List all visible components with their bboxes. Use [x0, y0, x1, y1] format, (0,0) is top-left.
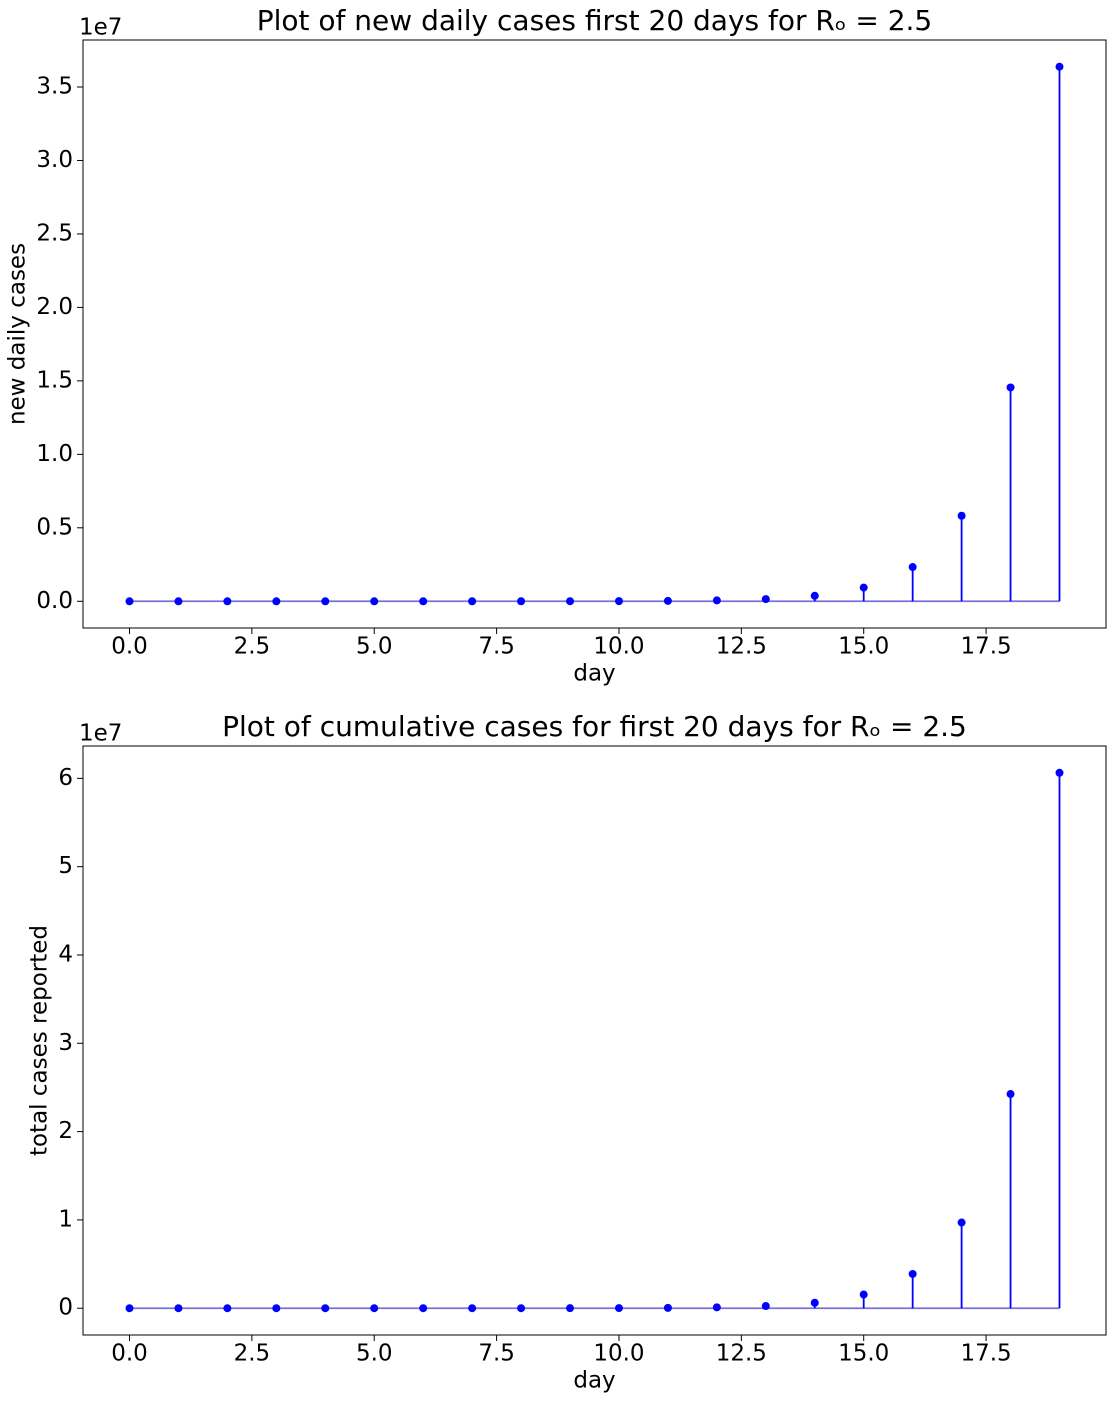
stem-marker	[370, 597, 379, 606]
stem-marker	[908, 563, 917, 572]
y-tick-label: 0.0	[36, 588, 73, 614]
stem-marker	[1055, 62, 1064, 71]
y-tick-label: 0	[58, 1295, 73, 1321]
stem-marker	[174, 1304, 183, 1313]
stem-marker	[468, 597, 477, 606]
x-tick-label: 5.0	[356, 1341, 393, 1367]
y-offset-label: 1e7	[79, 15, 122, 41]
stem-marker	[566, 1304, 575, 1313]
x-axis-label: day	[573, 661, 615, 687]
stem-marker	[810, 591, 819, 600]
x-tick-label: 17.5	[960, 634, 1011, 660]
x-tick-label: 17.5	[960, 1341, 1011, 1367]
stem-marker	[614, 597, 623, 606]
stem-marker	[125, 597, 134, 606]
stem-marker	[712, 596, 721, 605]
stem-marker	[517, 1304, 526, 1313]
stem-marker	[614, 1304, 623, 1313]
stem-marker	[663, 596, 672, 605]
stem-marker	[810, 1298, 819, 1307]
stem-marker	[761, 1302, 770, 1311]
x-tick-label: 10.0	[593, 1341, 644, 1367]
x-tick-label: 12.5	[716, 1341, 767, 1367]
y-tick-label: 0.5	[36, 514, 73, 540]
y-tick-label: 1.0	[36, 441, 73, 467]
y-tick-label: 4	[58, 941, 73, 967]
y-axis-label: new daily cases	[5, 243, 31, 425]
stem-marker	[663, 1303, 672, 1312]
y-tick-label: 3	[58, 1030, 73, 1056]
stem-marker	[761, 595, 770, 604]
y-tick-label: 5	[58, 853, 73, 879]
stem-marker	[370, 1304, 379, 1313]
y-tick-label: 6	[58, 765, 73, 791]
y-tick-label: 2	[58, 1118, 73, 1144]
x-tick-label: 2.5	[234, 634, 271, 660]
stem-marker	[908, 1269, 917, 1278]
y-tick-label: 2.5	[36, 220, 73, 246]
stem-marker	[419, 597, 428, 606]
y-offset-label: 1e7	[79, 721, 122, 747]
x-tick-label: 7.5	[478, 1341, 515, 1367]
stem-marker	[321, 597, 330, 606]
axes-frame	[82, 745, 1107, 1336]
stem-marker	[468, 1304, 477, 1313]
stem-marker	[566, 597, 575, 606]
x-tick-label: 15.0	[838, 1341, 889, 1367]
stem-marker	[125, 1304, 134, 1313]
y-tick-label: 1	[58, 1206, 73, 1232]
stem-marker	[223, 597, 232, 606]
stem-marker	[859, 1290, 868, 1299]
stem-marker	[957, 1218, 966, 1227]
stem-marker	[712, 1303, 721, 1312]
stem-marker	[223, 1304, 232, 1313]
stem-marker	[419, 1304, 428, 1313]
stem-marker	[1006, 1090, 1015, 1099]
stem-marker	[174, 597, 183, 606]
axes-frame	[82, 39, 1107, 629]
x-tick-label: 0.0	[111, 634, 148, 660]
y-tick-label: 1.5	[36, 367, 73, 393]
x-axis-label: day	[573, 1368, 615, 1394]
y-tick-label: 2.0	[36, 294, 73, 320]
x-tick-label: 12.5	[716, 634, 767, 660]
x-tick-label: 7.5	[478, 634, 515, 660]
stem-marker	[1006, 383, 1015, 392]
x-tick-label: 2.5	[234, 1341, 271, 1367]
x-tick-label: 5.0	[356, 634, 393, 660]
x-tick-label: 15.0	[838, 634, 889, 660]
x-tick-label: 10.0	[593, 634, 644, 660]
chart-title: Plot of cumulative cases for first 20 da…	[222, 710, 967, 743]
stem-marker	[517, 597, 526, 606]
stem-marker	[272, 597, 281, 606]
y-tick-label: 3.0	[36, 147, 73, 173]
x-tick-label: 0.0	[111, 1341, 148, 1367]
y-axis-label: total cases reported	[27, 925, 53, 1156]
stem-marker	[1055, 768, 1064, 777]
stem-marker	[957, 511, 966, 520]
stem-marker	[272, 1304, 281, 1313]
stem-marker	[321, 1304, 330, 1313]
y-tick-label: 3.5	[36, 74, 73, 100]
stem-marker	[859, 583, 868, 592]
chart-title: Plot of new daily cases first 20 days fo…	[257, 4, 933, 37]
